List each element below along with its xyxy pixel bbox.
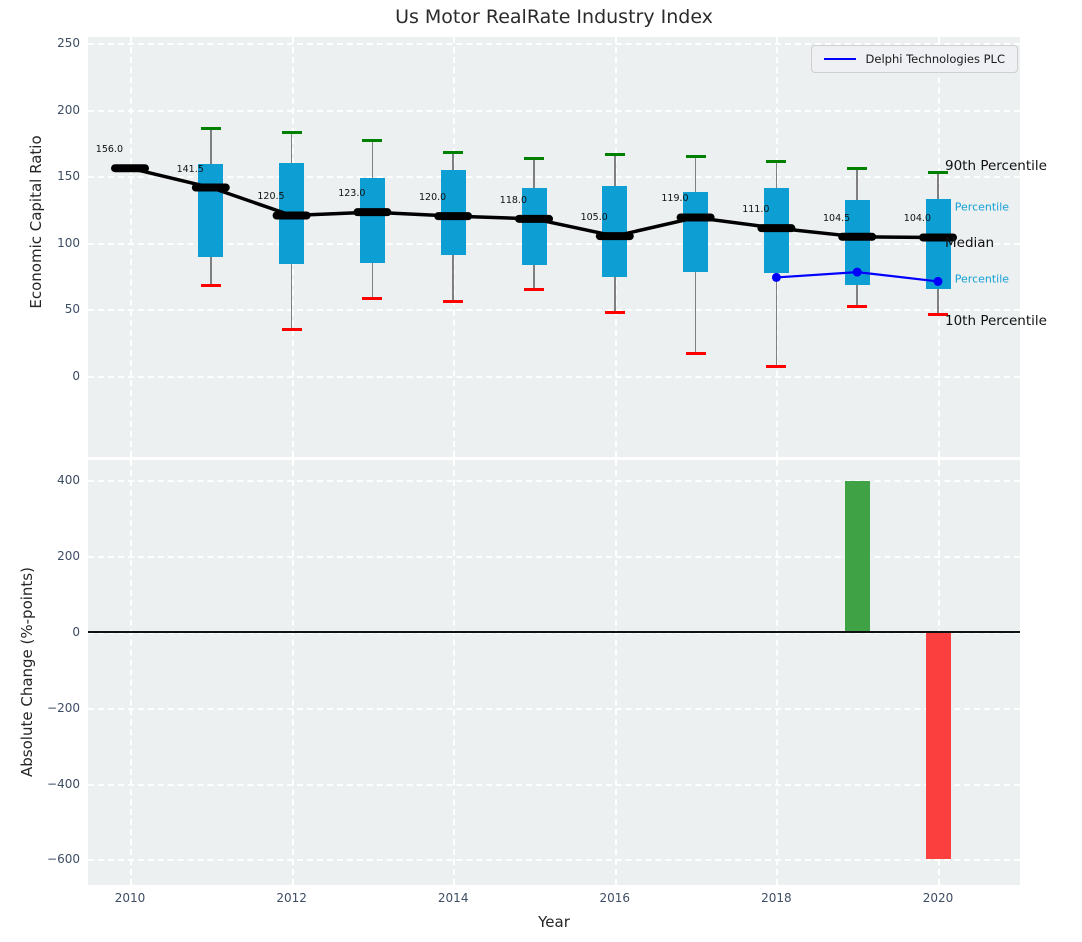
bottom-ytick-label: 400 bbox=[0, 473, 80, 487]
figure: Us Motor RealRate Industry Index Economi… bbox=[0, 0, 1082, 942]
right-label-median: Median bbox=[945, 235, 994, 251]
median-marker-2015 bbox=[515, 215, 553, 223]
median-marker-2010 bbox=[111, 164, 149, 172]
bottom-plot-area bbox=[88, 460, 1020, 885]
median-marker-2017 bbox=[677, 213, 715, 221]
delphi-point-2019 bbox=[853, 268, 862, 277]
top-ytick-label: 0 bbox=[0, 369, 80, 383]
top-lines-layer bbox=[88, 37, 1020, 457]
legend-label: Delphi Technologies PLC bbox=[866, 52, 1005, 66]
median-annotation-2013: 123.0 bbox=[338, 188, 365, 199]
bottom-gridline-h bbox=[88, 859, 1020, 861]
right-label-90th-percentile: 90th Percentile bbox=[945, 158, 1047, 174]
median-marker-2013 bbox=[353, 208, 391, 216]
median-annotation-2018: 111.0 bbox=[742, 204, 769, 215]
delphi-point-2020 bbox=[934, 277, 943, 286]
bottom-gridline-v bbox=[292, 460, 294, 885]
bottom-gridline-h bbox=[88, 784, 1020, 786]
bottom-ytick-label: −400 bbox=[0, 777, 80, 791]
bottom-gridline-v bbox=[130, 460, 132, 885]
top-plot-area: Delphi Technologies PLC 156.0 141.5 120.5 1… bbox=[88, 37, 1020, 457]
median-annotation-2016: 105.0 bbox=[581, 212, 608, 223]
top-ytick-label: 200 bbox=[0, 103, 80, 117]
top-ytick-label: 100 bbox=[0, 236, 80, 250]
median-annotation-2014: 120.0 bbox=[419, 192, 446, 203]
bottom-gridline-h bbox=[88, 708, 1020, 710]
median-annotation-2010: 156.0 bbox=[96, 144, 123, 155]
zero-line bbox=[88, 631, 1020, 633]
xtick-label-2020: 2020 bbox=[923, 891, 954, 905]
bar-2020 bbox=[926, 632, 951, 859]
median-annotation-2015: 118.0 bbox=[500, 195, 527, 206]
bottom-y-axis-label: Absolute Change (%-points) bbox=[18, 567, 36, 777]
right-label-10th-percentile: 10th Percentile bbox=[945, 313, 1047, 329]
top-ytick-label: 50 bbox=[0, 302, 80, 316]
legend-line-sample-icon bbox=[824, 58, 856, 60]
xtick-label-2016: 2016 bbox=[600, 891, 631, 905]
top-ytick-label: 250 bbox=[0, 36, 80, 50]
bottom-gridline-v bbox=[615, 460, 617, 885]
median-marker-2016 bbox=[596, 232, 634, 240]
median-marker-2014 bbox=[434, 212, 472, 220]
median-annotation-2017: 119.0 bbox=[661, 193, 688, 204]
xtick-label-2014: 2014 bbox=[438, 891, 469, 905]
median-annotation-2020: 104.0 bbox=[904, 213, 931, 224]
bottom-ytick-label: −200 bbox=[0, 701, 80, 715]
xtick-label-2010: 2010 bbox=[115, 891, 146, 905]
bar-2019 bbox=[845, 481, 870, 632]
bottom-ytick-label: −600 bbox=[0, 852, 80, 866]
xtick-label-2018: 2018 bbox=[761, 891, 792, 905]
median-annotation-2012: 120.5 bbox=[257, 191, 284, 202]
top-ytick-label: 150 bbox=[0, 169, 80, 183]
bottom-gridline-v bbox=[776, 460, 778, 885]
median-line bbox=[130, 168, 938, 237]
top-y-axis-label: Economic Capital Ratio bbox=[27, 135, 45, 308]
bottom-gridline-h bbox=[88, 556, 1020, 558]
median-annotation-2011: 141.5 bbox=[177, 164, 204, 175]
x-axis-label: Year bbox=[538, 913, 570, 931]
bottom-gridline-h bbox=[88, 480, 1020, 482]
median-annotation-2019: 104.5 bbox=[823, 213, 850, 224]
legend: Delphi Technologies PLC bbox=[811, 45, 1018, 73]
bottom-gridline-v bbox=[453, 460, 455, 885]
bottom-ytick-label: 200 bbox=[0, 549, 80, 563]
chart-title: Us Motor RealRate Industry Index bbox=[395, 6, 713, 28]
median-marker-2012 bbox=[273, 211, 311, 219]
delphi-point-2018 bbox=[772, 273, 781, 282]
median-marker-2019 bbox=[838, 233, 876, 241]
bottom-ytick-label: 0 bbox=[0, 625, 80, 639]
median-marker-2011 bbox=[192, 184, 230, 192]
median-marker-2018 bbox=[757, 224, 795, 232]
xtick-label-2012: 2012 bbox=[276, 891, 307, 905]
